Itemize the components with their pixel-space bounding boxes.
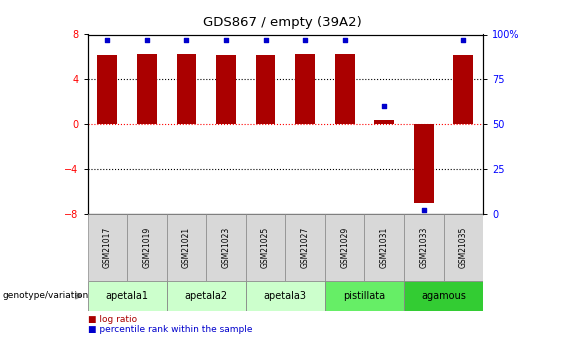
Text: ■ percentile rank within the sample: ■ percentile rank within the sample <box>88 325 252 334</box>
Point <box>419 208 428 213</box>
Bar <box>404 214 444 281</box>
Bar <box>414 124 434 203</box>
Point <box>459 37 468 43</box>
Bar <box>137 53 157 124</box>
Text: apetala1: apetala1 <box>106 291 149 301</box>
Text: genotype/variation: genotype/variation <box>3 291 89 300</box>
Bar <box>246 281 325 310</box>
Bar <box>98 55 118 124</box>
Bar <box>334 53 355 124</box>
Bar <box>295 53 315 124</box>
Point <box>301 37 310 43</box>
Bar <box>364 214 404 281</box>
Bar <box>454 55 473 124</box>
Text: GSM21023: GSM21023 <box>221 227 231 268</box>
Point <box>182 37 191 43</box>
Text: GSM21025: GSM21025 <box>261 227 270 268</box>
Point <box>142 37 151 43</box>
Text: GSM21035: GSM21035 <box>459 227 468 268</box>
Text: GSM21027: GSM21027 <box>301 227 310 268</box>
Text: agamous: agamous <box>421 291 466 301</box>
Point <box>221 37 231 43</box>
Bar <box>246 214 285 281</box>
Text: ■ log ratio: ■ log ratio <box>88 315 137 324</box>
Bar <box>444 214 483 281</box>
Text: apetala3: apetala3 <box>264 291 307 301</box>
Bar <box>375 120 394 124</box>
Text: GSM21021: GSM21021 <box>182 227 191 268</box>
Bar <box>176 53 197 124</box>
Text: pistillata: pistillata <box>344 291 385 301</box>
Point <box>340 37 349 43</box>
Point <box>261 37 270 43</box>
Bar <box>88 281 167 310</box>
Text: GSM21033: GSM21033 <box>419 227 428 268</box>
Bar <box>325 281 404 310</box>
Bar <box>216 55 236 124</box>
Bar <box>88 214 127 281</box>
Text: GSM21019: GSM21019 <box>142 227 151 268</box>
Text: GDS867 / empty (39A2): GDS867 / empty (39A2) <box>203 16 362 29</box>
Text: apetala2: apetala2 <box>185 291 228 301</box>
Bar <box>285 214 325 281</box>
Text: GSM21029: GSM21029 <box>340 227 349 268</box>
Text: GSM21017: GSM21017 <box>103 227 112 268</box>
Point <box>103 37 112 43</box>
Bar <box>127 214 167 281</box>
Bar <box>404 281 483 310</box>
Point <box>380 104 389 109</box>
Bar <box>255 55 276 124</box>
Bar <box>206 214 246 281</box>
Bar <box>167 281 246 310</box>
Bar <box>167 214 206 281</box>
Bar <box>325 214 364 281</box>
Text: GSM21031: GSM21031 <box>380 227 389 268</box>
